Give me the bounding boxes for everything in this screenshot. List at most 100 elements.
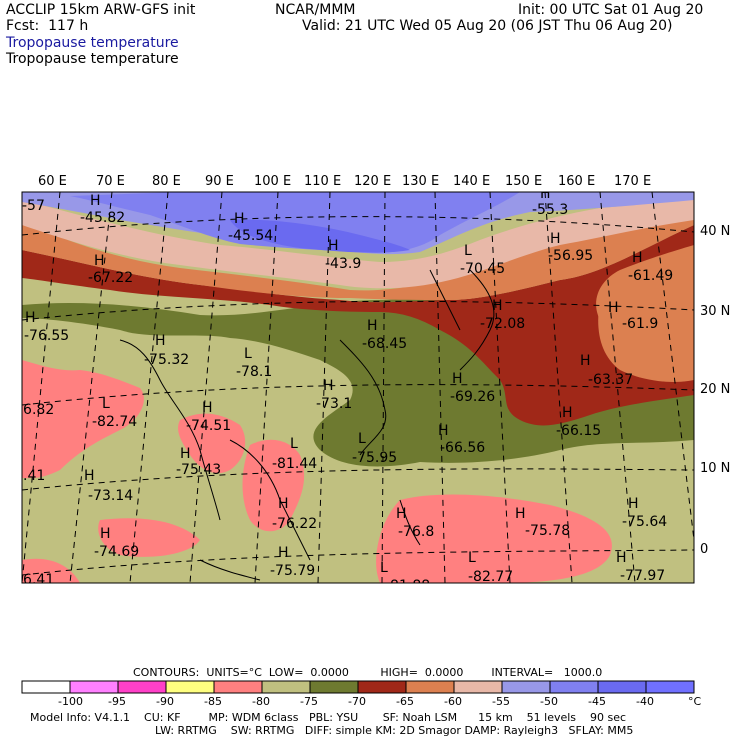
lat-axis-labels: 40 N 30 N 20 N 10 N 0 (700, 224, 730, 557)
extremum-type: H (323, 378, 334, 394)
extremum-type: H (202, 400, 213, 416)
colorbar-swatch (549, 680, 599, 694)
extremum-marker: H-66.56 (438, 423, 485, 456)
extremum-type: L (102, 396, 110, 412)
coastline-philippines (399, 499, 421, 546)
extremum-type: L (358, 431, 366, 447)
extremum-type: H (515, 506, 526, 522)
extremum-marker: H-45.54 (228, 211, 273, 244)
colorbar-tick: -65 (396, 695, 414, 708)
extremum-type: H (100, 526, 111, 542)
fill-m45-m40-core (230, 219, 410, 253)
colorbar-tick: -100 (58, 695, 83, 708)
lon-label: 70 E (96, 174, 125, 189)
extremum-type: H (25, 310, 36, 326)
fill-m85-m80-india (178, 413, 246, 474)
lon-axis-labels: 60 E 70 E 80 E 90 E 100 E 110 E 120 E 13… (38, 174, 651, 189)
lon-label: 110 E (304, 174, 341, 189)
extremum-value: -76.22 (272, 516, 317, 532)
extremum-value: -45.54 (228, 228, 273, 244)
colorbar-swatch (213, 680, 263, 694)
model-info-line2: LW: RRTMG SW: RRTMG DIFF: simple KM: 2D … (155, 724, 634, 737)
map-frame (21, 191, 695, 584)
lon-label: 160 E (558, 174, 595, 189)
extremum-value: -75.95 (352, 450, 397, 466)
colorbar-tick-labels: -100 -95 -90 -85 -80 -75 -70 -65 -60 -55… (58, 695, 702, 708)
colorbar-tick: -95 (108, 695, 126, 708)
extremum-marker: H-75.43 (176, 446, 221, 478)
extremum-value: -81.44 (272, 456, 317, 472)
lon-line-170e (651, 192, 694, 541)
colorbar-swatch (69, 680, 119, 694)
header-fcst: Fcst: 117 h (6, 18, 89, 34)
colorbar-swatch (165, 680, 215, 694)
header-center: NCAR/MMM (275, 2, 356, 18)
extremum-value: -81.88 (385, 578, 430, 594)
colorbar-tick: -60 (444, 695, 462, 708)
extremum-type: H (562, 405, 573, 421)
extremum-type: H (492, 298, 503, 314)
extremum-marker: H -77.97 (616, 550, 665, 583)
contours-info: CONTOURS: UNITS=°C LOW= 0.0000 HIGH= 0.0… (133, 666, 603, 679)
fill-m60-m55-band (22, 198, 694, 289)
graticule (22, 192, 694, 583)
extremum-value: -72.08 (480, 316, 525, 332)
extremum-type: H (180, 446, 191, 462)
colorbar-swatch (309, 680, 359, 694)
extremum-value: -57 (22, 198, 45, 214)
extremum-type: H (632, 250, 643, 266)
colorbar-swatch-below-m100 (21, 680, 71, 694)
coastline-indochina (229, 439, 311, 561)
extremum-marker: L -75.95 (352, 431, 397, 466)
fill-m65-m60-east (598, 280, 694, 382)
extremum-marker: L -81.88 (380, 560, 430, 594)
extremum-value: -66.56 (440, 440, 485, 456)
extremum-type: H (328, 238, 339, 254)
extremum-value: -6.82 (18, 402, 54, 418)
colorbar-tick: -40 (636, 695, 654, 708)
extremum-marker: H-45.82 (80, 193, 125, 226)
extremum-marker: H -76.55 (24, 310, 69, 344)
colorbar-tick: -50 (540, 695, 558, 708)
lon-label: 170 E (614, 174, 651, 189)
extremum-marker: H -73.14 (84, 468, 133, 504)
lat-label: 10 N (700, 461, 730, 476)
lat-line-30n (22, 300, 694, 321)
extremum-type: L (464, 243, 472, 259)
extremum-marker: H -69.26 (450, 371, 495, 405)
colorbar-tick: -90 (156, 695, 174, 708)
field-title-2: Tropopause temperature (6, 51, 179, 67)
model-info-line1: Model Info: V4.1.1 CU: KF MP: WDM 6class… (30, 711, 627, 724)
extremum-marker: L -70.45 (460, 243, 505, 277)
fill-m85-m80-tropics (376, 494, 612, 583)
extremum-type: H (438, 423, 449, 439)
lon-label: 90 E (205, 174, 234, 189)
extremum-type: H (396, 506, 407, 522)
extremum-marker: L -81.44 (272, 436, 317, 472)
fill-m85-m80-indochina (242, 439, 305, 532)
extremum-marker: -6.41 (22, 572, 54, 583)
extremum-type: H (155, 333, 166, 349)
extremum-value: -.41 (18, 468, 45, 484)
extremum-marker: H -68.45 (362, 318, 407, 352)
extremum-value: -75.79 (270, 563, 315, 579)
extremum-marker: L -82.74 (92, 396, 137, 430)
lat-label: 40 N (700, 224, 730, 239)
extremum-marker: H -72.08 (480, 298, 525, 332)
extremum-value: -75.43 (176, 462, 221, 478)
extremum-marker: H -66.15 (556, 405, 601, 439)
extremum-type: H (608, 300, 619, 316)
lon-label: 60 E (38, 174, 67, 189)
lat-label: 30 N (700, 304, 730, 319)
extremum-marker: -57 (22, 198, 45, 214)
extremum-type: H (452, 371, 463, 387)
extremum-type: H (278, 496, 289, 512)
colorbar-tick: -85 (204, 695, 222, 708)
colorbar-swatch (117, 680, 167, 694)
lat-line-10n (22, 468, 694, 491)
extremum-marker: H -76.22 (272, 496, 317, 532)
extremum-type: H (90, 193, 101, 209)
extremum-marker: H -75.64 (622, 496, 667, 530)
extremum-value: -55.3 (532, 202, 568, 218)
